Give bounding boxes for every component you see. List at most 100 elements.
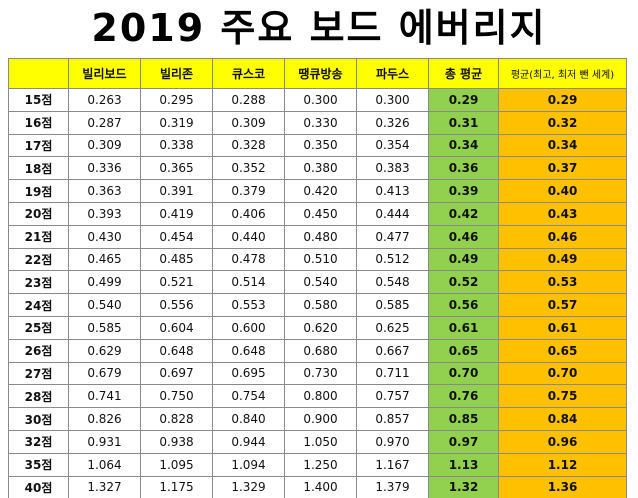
- cell-billiboard: 0.465: [68, 247, 141, 272]
- cell-total-average: 0.97: [428, 429, 499, 454]
- cell-score: 23점: [8, 270, 69, 295]
- cell-padus: 0.300: [356, 88, 429, 112]
- cell-thankyou: 0.380: [284, 156, 357, 181]
- cell-total-average: 0.56: [428, 293, 499, 317]
- table-row: 22점 0.465 0.485 0.478 0.510 0.512 0.49 0.49: [8, 247, 627, 272]
- cell-padus: 0.326: [356, 110, 429, 135]
- cell-billiboard: 0.540: [68, 293, 141, 317]
- cell-billiboard: 0.430: [68, 224, 141, 249]
- cell-billiboard: 0.336: [68, 156, 141, 181]
- cell-score: 22점: [8, 247, 69, 272]
- cell-score: 28점: [8, 384, 69, 409]
- cell-billiboard: 0.741: [68, 384, 141, 409]
- cell-padus: 0.512: [356, 247, 429, 272]
- table-row: 15점 0.263 0.295 0.288 0.300 0.300 0.29 0.29: [8, 88, 627, 112]
- cell-total-average: 0.46: [428, 224, 499, 249]
- cell-billiboard: 0.931: [68, 429, 141, 454]
- cell-billizone: 0.365: [140, 156, 213, 181]
- cell-padus: 0.667: [356, 338, 429, 363]
- cell-billiboard: 0.585: [68, 315, 141, 340]
- header-cell-score: [8, 58, 69, 89]
- cell-padus: 0.383: [356, 156, 429, 181]
- table-row: 32점 0.931 0.938 0.944 1.050 0.970 0.97 0.96: [8, 429, 627, 454]
- cell-billiboard: 1.064: [68, 452, 141, 477]
- cell-billiboard: 0.499: [68, 270, 141, 295]
- cell-billizone: 0.454: [140, 224, 213, 249]
- cell-thankyou: 0.680: [284, 338, 357, 363]
- header-row: 빌리보드 빌리존 큐스코 땡큐방송 파두스 총 평균 평균(최고, 최저 뺀 세…: [8, 58, 627, 89]
- cell-total-average: 0.49: [428, 247, 499, 272]
- table-row: 40점 1.327 1.175 1.329 1.400 1.379 1.32 1.36: [8, 475, 627, 498]
- cell-trimmed-average: 0.65: [498, 338, 627, 363]
- table-row: 21점 0.430 0.454 0.440 0.480 0.477 0.46 0.46: [8, 224, 627, 249]
- cell-billiboard: 1.327: [68, 475, 141, 498]
- cell-billiboard: 0.393: [68, 201, 141, 226]
- cell-billizone: 0.485: [140, 247, 213, 272]
- cell-trimmed-average: 0.40: [498, 179, 627, 203]
- cell-qsco: 0.328: [212, 133, 285, 158]
- cell-score: 15점: [8, 88, 69, 112]
- cell-qsco: 0.553: [212, 293, 285, 317]
- cell-trimmed-average: 0.57: [498, 293, 627, 317]
- cell-thankyou: 0.540: [284, 270, 357, 295]
- table-row: 25점 0.585 0.604 0.600 0.620 0.625 0.61 0.61: [8, 315, 627, 340]
- cell-qsco: 0.440: [212, 224, 285, 249]
- cell-qsco: 0.406: [212, 201, 285, 226]
- cell-thankyou: 0.330: [284, 110, 357, 135]
- cell-score: 25점: [8, 315, 69, 340]
- cell-padus: 0.625: [356, 315, 429, 340]
- cell-thankyou: 1.250: [284, 452, 357, 477]
- cell-thankyou: 1.050: [284, 429, 357, 454]
- cell-billizone: 0.938: [140, 429, 213, 454]
- cell-billiboard: 0.287: [68, 110, 141, 135]
- cell-score: 26점: [8, 338, 69, 363]
- cell-padus: 0.548: [356, 270, 429, 295]
- cell-total-average: 1.13: [428, 452, 499, 477]
- cell-score: 27점: [8, 361, 69, 386]
- table-row: 18점 0.336 0.365 0.352 0.380 0.383 0.36 0.37: [8, 156, 627, 181]
- cell-score: 32점: [8, 429, 69, 454]
- cell-score: 18점: [8, 156, 69, 181]
- cell-padus: 0.757: [356, 384, 429, 409]
- cell-total-average: 1.32: [428, 475, 499, 498]
- cell-total-average: 0.70: [428, 361, 499, 386]
- table-row: 16점 0.287 0.319 0.309 0.330 0.326 0.31 0.32: [8, 110, 627, 135]
- cell-trimmed-average: 0.61: [498, 315, 627, 340]
- average-table: 빌리보드 빌리존 큐스코 땡큐방송 파두스 총 평균 평균(최고, 최저 뺀 세…: [8, 58, 627, 498]
- cell-padus: 0.585: [356, 293, 429, 317]
- cell-qsco: 0.379: [212, 179, 285, 203]
- cell-padus: 0.970: [356, 429, 429, 454]
- cell-trimmed-average: 0.49: [498, 247, 627, 272]
- table-body: 15점 0.263 0.295 0.288 0.300 0.300 0.29 0.29 16점 0…: [8, 88, 627, 498]
- cell-thankyou: 0.420: [284, 179, 357, 203]
- cell-thankyou: 0.730: [284, 361, 357, 386]
- cell-thankyou: 0.480: [284, 224, 357, 249]
- cell-billizone: 1.175: [140, 475, 213, 498]
- cell-trimmed-average: 0.46: [498, 224, 627, 249]
- cell-score: 17점: [8, 133, 69, 158]
- table-row: 19점 0.363 0.391 0.379 0.420 0.413 0.39 0.40: [8, 179, 627, 203]
- cell-padus: 0.857: [356, 407, 429, 431]
- cell-qsco: 0.288: [212, 88, 285, 112]
- table-row: 24점 0.540 0.556 0.553 0.580 0.585 0.56 0.57: [8, 293, 627, 317]
- cell-thankyou: 1.400: [284, 475, 357, 498]
- cell-billiboard: 0.826: [68, 407, 141, 431]
- cell-padus: 0.444: [356, 201, 429, 226]
- cell-total-average: 0.85: [428, 407, 499, 431]
- cell-trimmed-average: 1.12: [498, 452, 627, 477]
- header-cell-qsco: 큐스코: [212, 58, 285, 89]
- cell-qsco: 0.695: [212, 361, 285, 386]
- header-cell-padus: 파두스: [356, 58, 429, 89]
- cell-thankyou: 0.620: [284, 315, 357, 340]
- cell-total-average: 0.65: [428, 338, 499, 363]
- cell-total-average: 0.36: [428, 156, 499, 181]
- cell-billizone: 0.521: [140, 270, 213, 295]
- cell-billizone: 0.419: [140, 201, 213, 226]
- cell-qsco: 0.840: [212, 407, 285, 431]
- cell-trimmed-average: 0.53: [498, 270, 627, 295]
- cell-trimmed-average: 0.75: [498, 384, 627, 409]
- cell-padus: 1.379: [356, 475, 429, 498]
- cell-qsco: 0.600: [212, 315, 285, 340]
- cell-billizone: 0.648: [140, 338, 213, 363]
